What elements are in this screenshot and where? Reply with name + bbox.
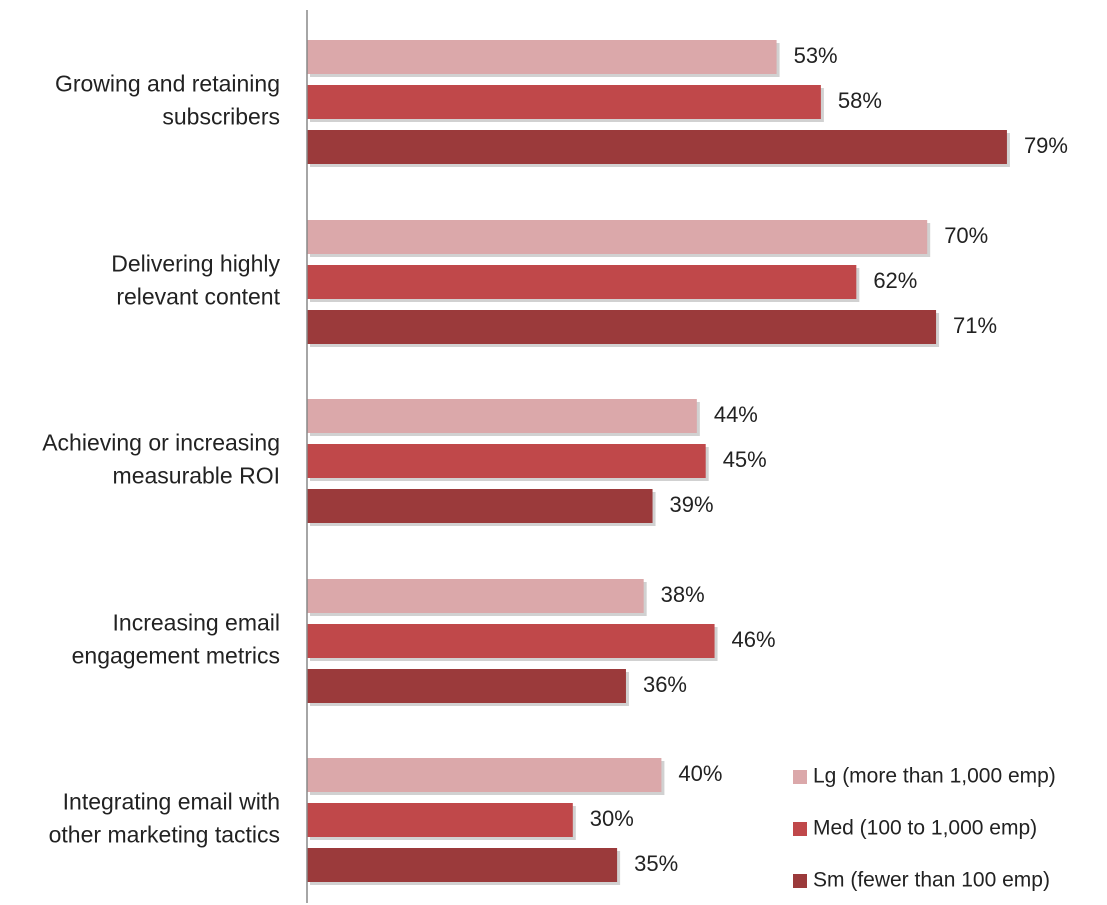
bars-layer xyxy=(307,40,1010,885)
bar xyxy=(307,399,697,433)
bar xyxy=(307,803,573,837)
data-label: 46% xyxy=(732,627,776,652)
bar xyxy=(307,40,777,74)
bar xyxy=(307,130,1007,164)
category-label: subscribers xyxy=(162,104,280,130)
legend-swatch xyxy=(793,770,807,784)
bar xyxy=(307,85,821,119)
data-label: 45% xyxy=(723,447,767,472)
data-label: 40% xyxy=(678,761,722,786)
bar xyxy=(307,310,937,344)
data-label: 44% xyxy=(714,402,758,427)
bar xyxy=(307,579,644,613)
bar xyxy=(307,669,626,703)
legend-label: Med (100 to 1,000 emp) xyxy=(813,817,1037,840)
bar xyxy=(307,265,857,299)
category-label: Delivering highly xyxy=(111,251,280,277)
data-label: 39% xyxy=(670,492,714,517)
bar xyxy=(307,758,662,792)
bar xyxy=(307,624,715,658)
legend-label: Lg (more than 1,000 emp) xyxy=(813,765,1056,788)
category-label: Growing and retaining xyxy=(55,71,280,97)
bar xyxy=(307,848,618,882)
data-label: 71% xyxy=(953,313,997,338)
data-label: 70% xyxy=(944,223,988,248)
data-label: 36% xyxy=(643,672,687,697)
data-label: 30% xyxy=(590,806,634,831)
bar xyxy=(307,489,653,523)
category-label: Achieving or increasing xyxy=(42,430,280,456)
data-label: 79% xyxy=(1024,133,1068,158)
data-label: 62% xyxy=(873,268,917,293)
legend: Lg (more than 1,000 emp) Med (100 to 1,00… xyxy=(793,765,1056,892)
category-label: Increasing email xyxy=(113,610,280,636)
data-label: 58% xyxy=(838,88,882,113)
legend-label: Sm (fewer than 100 emp) xyxy=(813,869,1050,892)
category-label: relevant content xyxy=(116,284,280,310)
labels-layer: 53%58% 79% Growing and retaining subscriber… xyxy=(42,43,1068,876)
legend-swatch xyxy=(793,874,807,888)
category-label: measurable ROI xyxy=(113,463,280,489)
category-label: engagement metrics xyxy=(72,643,280,669)
bar xyxy=(307,444,706,478)
data-label: 35% xyxy=(634,851,678,876)
data-label: 53% xyxy=(794,43,838,68)
bar xyxy=(307,220,928,254)
category-label: other marketing tactics xyxy=(49,822,280,848)
category-label: Integrating email with xyxy=(63,789,280,815)
data-label: 38% xyxy=(661,582,705,607)
legend-swatch xyxy=(793,822,807,836)
